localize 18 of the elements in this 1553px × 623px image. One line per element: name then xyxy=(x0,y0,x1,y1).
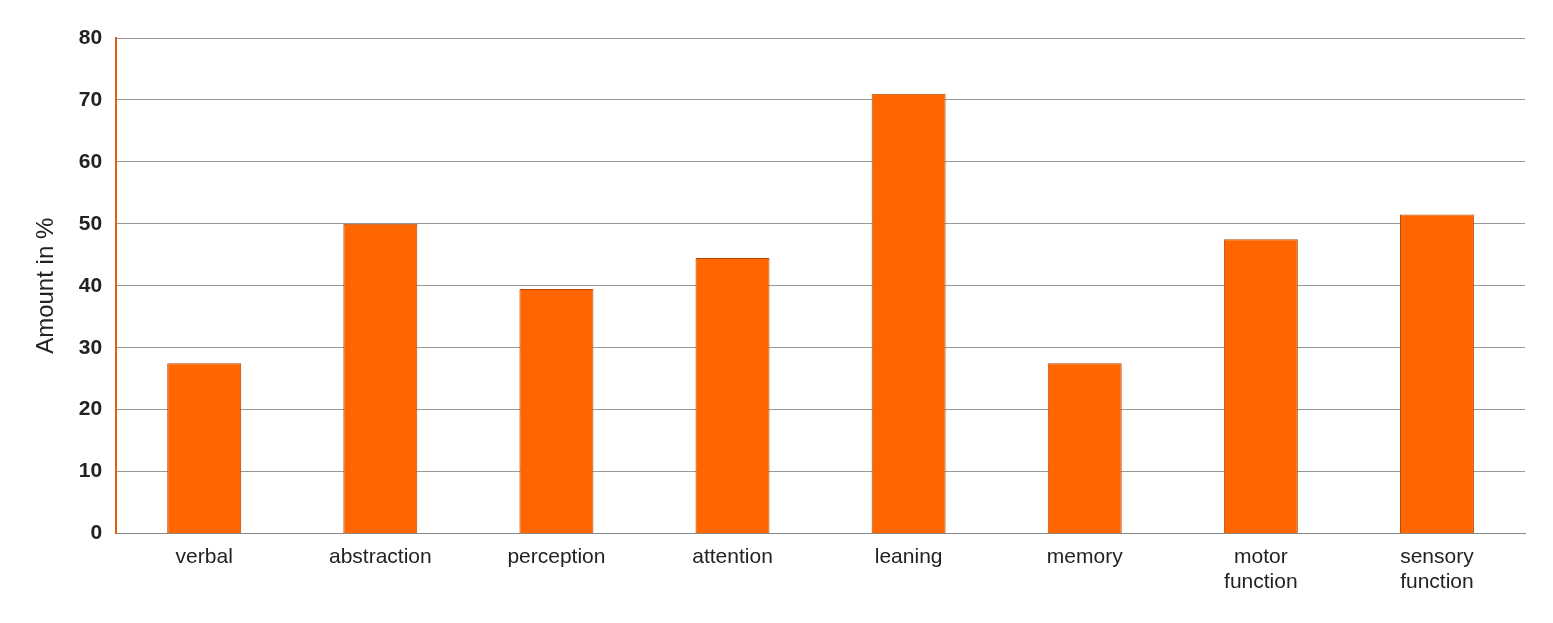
y-tick-label: 60 xyxy=(78,148,103,172)
y-tick-label: 50 xyxy=(78,210,103,234)
x-tick-label: verbal xyxy=(175,544,233,567)
y-axis-title: Amount in % xyxy=(31,217,59,354)
x-tick-label: memory xyxy=(1046,544,1124,567)
x-tick-label: motor function xyxy=(1224,544,1298,593)
y-tick-label: 30 xyxy=(78,334,103,358)
x-tick-label: leaning xyxy=(874,544,943,567)
y-tick-label: 10 xyxy=(78,458,103,482)
x-tick-label: abstraction xyxy=(328,544,432,567)
y-tick-label: 40 xyxy=(78,272,103,296)
y-tick-label: 0 xyxy=(90,520,103,544)
y-tick-label: 70 xyxy=(78,86,103,110)
y-tick-label: 80 xyxy=(78,24,103,48)
x-tick-label: sensory function xyxy=(1400,544,1475,593)
x-tick-label: perception xyxy=(507,544,606,567)
x-tick-label: attention xyxy=(692,544,773,567)
y-tick-label: 20 xyxy=(78,396,103,420)
